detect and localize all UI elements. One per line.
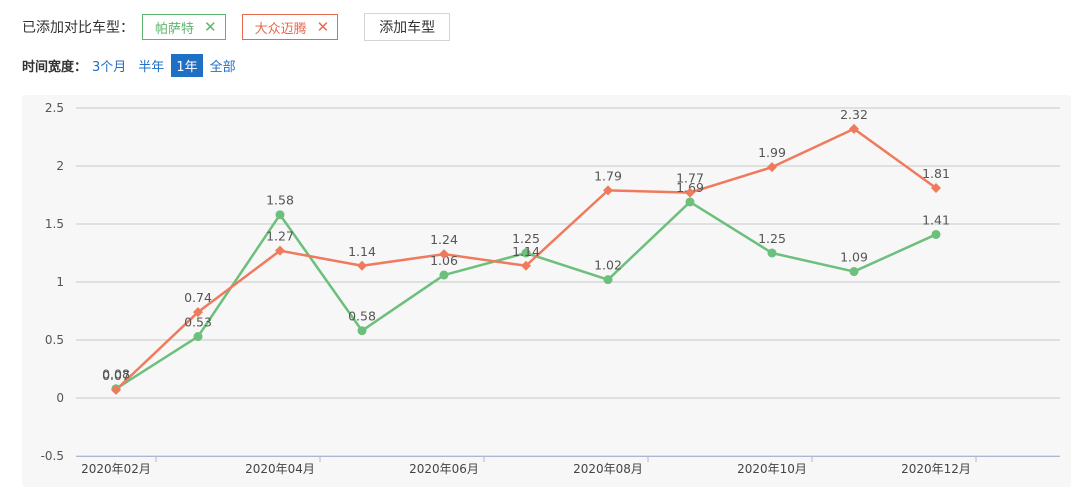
model-chip-label: 帕萨特 (155, 21, 195, 37)
data-label-magotan: 1.99 (758, 145, 786, 160)
y-tick-label: 0.5 (45, 333, 64, 347)
data-label-passat: 0.58 (348, 309, 376, 324)
data-label-magotan: 1.27 (266, 229, 294, 244)
data-label-magotan: 1.24 (430, 232, 458, 247)
data-label-magotan: 1.14 (348, 244, 376, 259)
add-model-button[interactable]: 添加车型 (364, 13, 451, 41)
data-label-passat: 1.25 (512, 231, 540, 246)
data-point-magotan (767, 162, 777, 173)
data-point-passat (193, 332, 203, 342)
remove-icon[interactable]: ✕ (316, 17, 330, 36)
data-label-passat: 1.02 (594, 258, 622, 273)
data-point-passat (767, 248, 777, 258)
data-point-passat (685, 197, 695, 207)
data-label-passat: 1.58 (266, 193, 294, 208)
series-line-magotan (115, 127, 937, 391)
data-point-passat (275, 210, 285, 220)
data-point-magotan (357, 260, 367, 271)
data-label-passat: 1.41 (922, 212, 950, 227)
time-range-option-6m[interactable]: 半年 (138, 59, 165, 75)
y-tick-label: 0 (56, 391, 64, 405)
x-tick-label: 2020年10月 (737, 462, 807, 476)
y-tick-label: 1.5 (45, 217, 64, 231)
data-point-magotan (111, 384, 121, 395)
data-point-passat (931, 229, 941, 239)
data-label-passat: 1.09 (840, 250, 868, 265)
time-range-option-all[interactable]: 全部 (209, 59, 236, 75)
model-chip-magotan[interactable]: 大众迈腾 ✕ (241, 14, 339, 40)
compare-label: 已添加对比车型： (22, 20, 134, 36)
y-tick-label: -0.5 (41, 449, 64, 463)
data-label-magotan: 2.32 (840, 107, 868, 122)
data-point-magotan (193, 307, 203, 318)
data-point-passat (439, 270, 449, 280)
time-range-bar: 时间宽度： 3个月 半年 1年 全部 (22, 53, 243, 77)
data-point-passat (603, 275, 613, 285)
time-range-option-1y[interactable]: 1年 (171, 53, 203, 77)
remove-icon[interactable]: ✕ (204, 17, 217, 36)
model-chip-label: 大众迈腾 (254, 21, 307, 37)
x-tick-label: 2020年04月 (245, 462, 315, 476)
data-point-magotan (439, 249, 449, 260)
data-label-magotan: 1.77 (676, 171, 704, 186)
data-label-magotan: 1.81 (922, 166, 950, 181)
data-label-magotan: 1.79 (594, 168, 622, 183)
data-point-magotan (685, 187, 695, 198)
y-tick-label: 2 (56, 159, 64, 173)
data-point-magotan (849, 123, 859, 134)
chart-panel: -0.5 0 0.5 1 1.5 2 2.5 2020年02月 2020年04月 2020年06月… (22, 95, 1071, 487)
x-tick-label: 2020年02月 (81, 462, 151, 476)
data-label-passat: 0.53 (184, 315, 212, 330)
series-line-passat (115, 200, 937, 390)
data-label-magotan: 0.07 (102, 368, 130, 383)
line-chart: -0.5 0 0.5 1 1.5 2 2.5 2020年02月 2020年04月 2020年06月… (41, 101, 1060, 476)
data-point-passat (521, 248, 531, 258)
data-label-passat: 1.69 (676, 180, 704, 195)
model-chip-passat[interactable]: 帕萨特 ✕ (142, 14, 226, 40)
data-label-passat: 1.06 (430, 253, 458, 268)
y-tick-label: 2.5 (45, 101, 64, 115)
data-point-magotan (603, 185, 613, 196)
time-range-label: 时间宽度： (22, 59, 88, 75)
x-tick-label: 2020年08月 (573, 462, 643, 476)
data-label-magotan: 0.74 (184, 290, 212, 305)
x-tick-label: 2020年12月 (901, 462, 971, 476)
compare-bar: 已添加对比车型： 帕萨特 ✕ 大众迈腾 ✕ 添加车型 (22, 12, 451, 42)
data-point-magotan (931, 183, 941, 194)
data-point-passat (849, 267, 859, 277)
data-point-magotan (521, 260, 531, 271)
data-point-passat (357, 326, 367, 336)
x-tick-label: 2020年06月 (409, 462, 479, 476)
time-range-option-3m[interactable]: 3个月 (92, 59, 127, 75)
data-label-magotan: 1.14 (512, 244, 540, 259)
y-tick-label: 1 (56, 275, 64, 289)
data-label-passat: 0.08 (102, 367, 130, 382)
data-label-passat: 1.25 (758, 231, 786, 246)
data-point-magotan (275, 245, 285, 256)
